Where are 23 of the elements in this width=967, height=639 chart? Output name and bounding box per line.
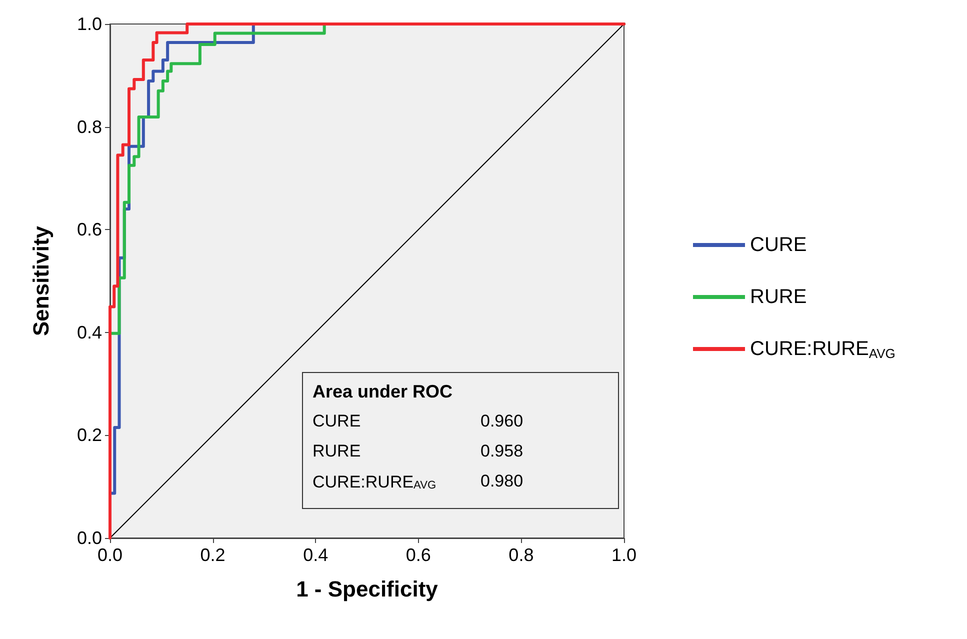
x-axis-title: 1 - Specificity xyxy=(296,576,439,602)
legend-label: CURE xyxy=(750,234,807,256)
y-axis-title: Sensitivity xyxy=(28,225,54,336)
y-tick-label: 0.4 xyxy=(76,322,102,342)
y-tick-label: 0.6 xyxy=(76,220,102,240)
annotation: 0.958 xyxy=(480,442,524,460)
x-tick-label: 0.8 xyxy=(508,545,534,565)
annotation: Area under ROC xyxy=(312,382,453,402)
x-tick-label: 0.6 xyxy=(406,545,431,565)
annotation: CURE xyxy=(312,412,361,430)
annotation: 0.960 xyxy=(480,412,524,430)
y-tick-label: 0.0 xyxy=(76,528,102,548)
annotation: RURE xyxy=(312,442,361,460)
x-tick-label: 1.0 xyxy=(611,545,637,565)
x-tick-label: 0.0 xyxy=(97,545,123,565)
x-tick-label: 0.4 xyxy=(303,545,328,565)
legend-label: RURE xyxy=(750,286,807,308)
annotation: CURE:RUREAVG xyxy=(312,472,436,492)
y-tick-label: 0.2 xyxy=(76,425,102,446)
y-tick-label: 0.8 xyxy=(76,116,102,137)
annotation: 0.980 xyxy=(480,472,524,490)
y-tick-label: 1.0 xyxy=(76,14,102,34)
x-tick-label: 0.2 xyxy=(200,545,226,565)
